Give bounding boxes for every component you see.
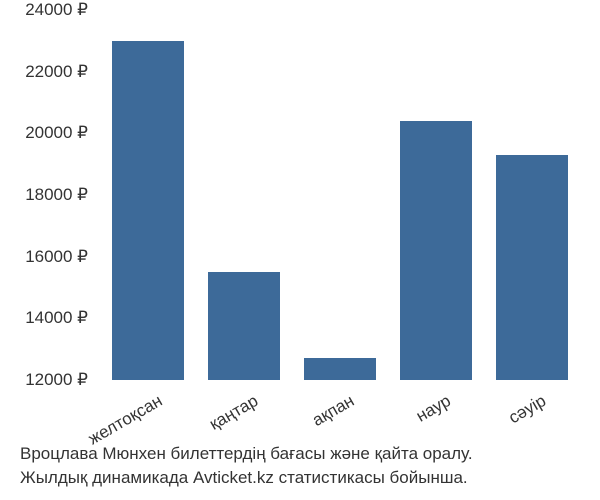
x-tick-label: қаңтар	[206, 391, 262, 435]
bars-group	[100, 10, 580, 380]
y-tick-label: 20000 ₽	[25, 123, 88, 143]
caption-line-2: Жылдық динамикада Avticket.kz статистика…	[20, 466, 473, 490]
x-tick-label: желтоқсан	[85, 391, 166, 449]
y-axis: 12000 ₽14000 ₽16000 ₽18000 ₽20000 ₽22000…	[0, 10, 100, 380]
x-axis: желтоқсанқаңтарақпаннаурсәуір	[100, 385, 580, 445]
price-chart: 12000 ₽ 14000 ₽ 16000 ₽ 18000 ₽ 20000 ₽ 22000…	[0, 0, 600, 500]
y-tick-label: 12000 ₽	[25, 370, 88, 390]
y-tick-label: 18000 ₽	[25, 185, 88, 205]
x-tick-label: сәуір	[506, 391, 550, 428]
bar	[208, 272, 280, 380]
bar	[112, 41, 184, 380]
caption-line-1: Вроцлава Мюнхен билеттердің бағасы және …	[20, 442, 473, 466]
bar	[400, 121, 472, 380]
bar	[304, 358, 376, 380]
y-tick-label: 14000 ₽	[25, 308, 88, 328]
y-tick-label: 24000 ₽	[25, 0, 88, 20]
plot-area	[100, 10, 580, 380]
x-tick-label: наур	[412, 391, 454, 427]
x-tick-label: ақпан	[309, 391, 358, 431]
bar	[496, 155, 568, 380]
y-tick-label: 22000 ₽	[25, 62, 88, 82]
chart-caption: Вроцлава Мюнхен билеттердің бағасы және …	[20, 442, 473, 490]
y-tick-label: 16000 ₽	[25, 247, 88, 267]
